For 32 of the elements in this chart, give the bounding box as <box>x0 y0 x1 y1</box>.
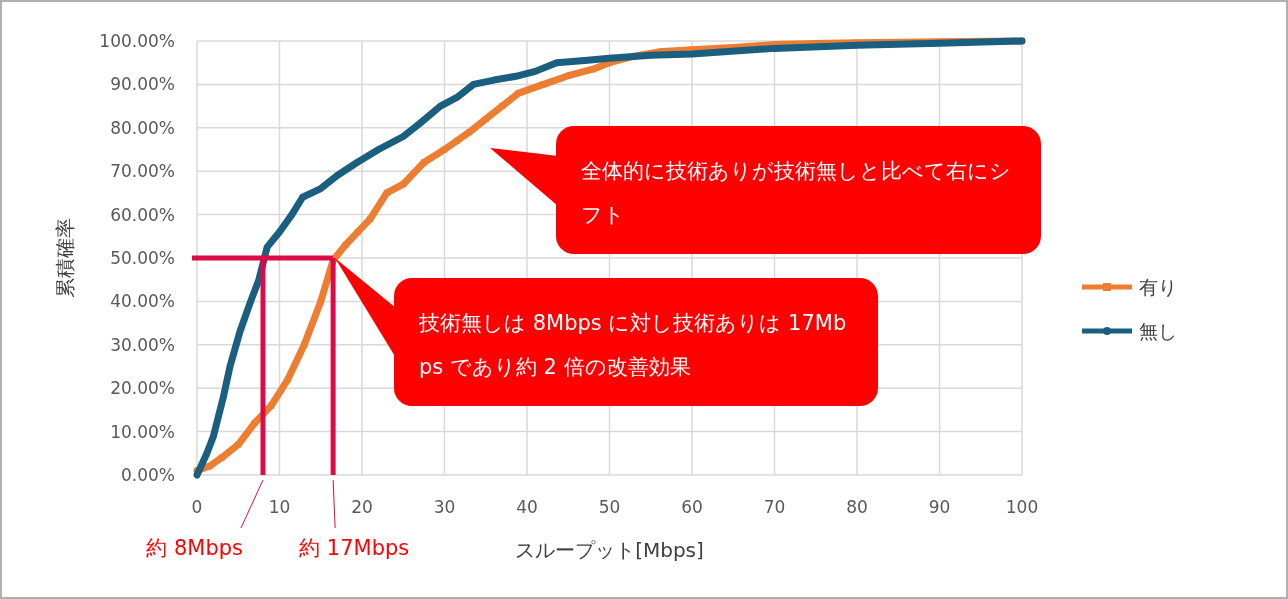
legend-label: 有り <box>1139 276 1177 298</box>
y-tick-label: 100.00% <box>99 31 175 51</box>
x-tick-label: 50 <box>598 497 621 517</box>
x-tick-label: 10 <box>268 497 291 517</box>
x-tick-label: 40 <box>516 497 538 517</box>
x-tick-label: 0 <box>191 497 203 517</box>
y-tick-label: 10.00% <box>110 421 175 442</box>
y-tick-label: 20.00% <box>110 378 175 399</box>
x-tick-label: 30 <box>433 497 456 517</box>
legend-label: 無し <box>1139 320 1177 342</box>
x-tick-label: 90 <box>928 497 951 517</box>
y-tick-label: 50.00% <box>110 248 175 268</box>
x-tick-label: 60 <box>681 497 703 517</box>
y-tick-label: 60.00% <box>110 204 175 225</box>
y-tick-label: 90.00% <box>110 74 175 95</box>
y-tick-label: 80.00% <box>110 117 175 138</box>
y-tick-label: 70.00% <box>110 161 175 182</box>
annotation: 全体的に技術ありが技術無しと比べて右にシフト <box>581 159 1011 227</box>
y-tick-label: 0.00% <box>120 465 175 485</box>
annotation: 技術無しは 8Mbps に対し技術ありは 17Mbps であり約 2 倍の改善効果 <box>418 311 847 379</box>
x-tick-label: 100 <box>1005 497 1039 517</box>
x-axis-title: スループット[Mbps] <box>515 538 704 562</box>
ref-line-label: 約 17Mbps <box>299 536 410 560</box>
ref-line-label: 約 8Mbps <box>146 536 243 560</box>
y-tick-label: 30.00% <box>110 334 175 355</box>
x-tick-label: 20 <box>351 497 373 517</box>
callout: 技術無しは 8Mbps に対し技術ありは 17Mbps であり約 2 倍の改善効果 <box>335 258 878 406</box>
x-tick-label: 80 <box>846 497 868 517</box>
y-tick-label: 40.00% <box>110 291 175 312</box>
x-tick-label: 70 <box>763 497 786 517</box>
y-axis-title: 累積確率 <box>53 218 77 298</box>
callout: 全体的に技術ありが技術無しと比べて右にシフト <box>490 126 1041 254</box>
